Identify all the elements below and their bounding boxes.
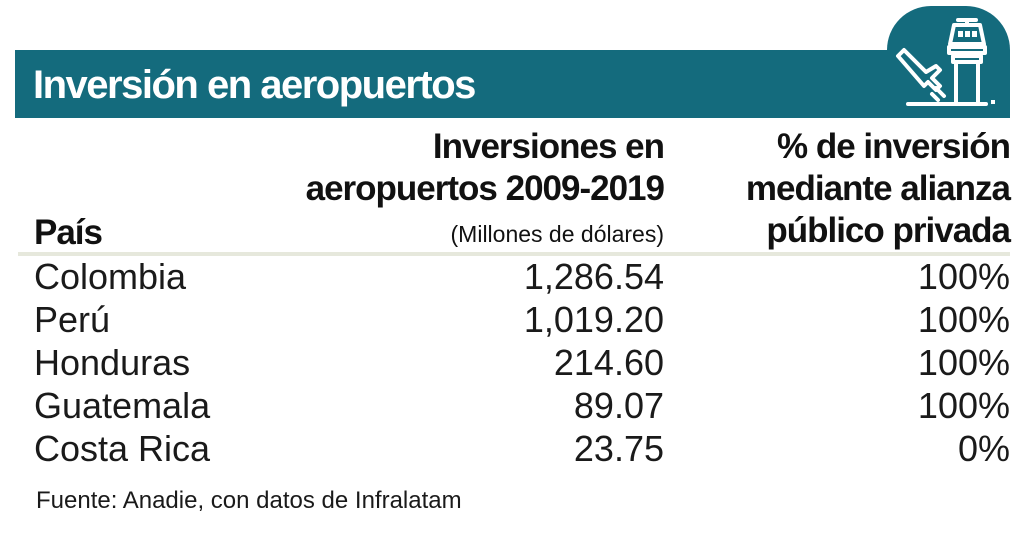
investment-units: (Millones de dólares)	[450, 221, 664, 247]
country-cell: Honduras	[34, 342, 191, 383]
header-divider	[18, 252, 1010, 256]
country-cell: Perú	[34, 299, 111, 340]
investment-cell: 214.60	[553, 342, 664, 383]
table-row: Guatemala 89.07 100%	[0, 384, 1024, 428]
investment-header-line2: aeropuertos 2009-2019	[305, 169, 665, 208]
source-note: Fuente: Anadie, con datos de Infralatam	[36, 487, 462, 514]
table-row: Costa Rica 23.75 0%	[0, 427, 1024, 471]
icon-tab	[887, 6, 1010, 118]
investment-cell: 23.75	[573, 428, 664, 469]
table-row: Colombia 1,286.54 100%	[0, 255, 1024, 299]
ppp-header-line2: mediante alianza	[745, 169, 1011, 208]
country-cell: Costa Rica	[34, 428, 211, 469]
ppp-cell: 100%	[917, 342, 1010, 383]
investment-column-header: Inversiones en aeropuertos 2009-2019	[305, 126, 665, 210]
country-cell: Colombia	[34, 256, 187, 297]
table-row: Honduras 214.60 100%	[0, 341, 1024, 385]
ppp-cell: 100%	[917, 299, 1010, 340]
ppp-cell: 100%	[917, 385, 1010, 426]
investment-cell: 89.07	[573, 385, 664, 426]
title-banner	[15, 50, 1010, 118]
ppp-header-line1: % de inversión	[776, 127, 1011, 166]
table-row: Perú 1,019.20 100%	[0, 298, 1024, 342]
ppp-cell: 100%	[917, 256, 1010, 297]
investment-cell: 1,286.54	[523, 256, 664, 297]
investment-header-line1: Inversiones en	[432, 127, 665, 166]
ppp-cell: 0%	[957, 428, 1010, 469]
country-cell: Guatemala	[34, 385, 211, 426]
ppp-header-line3: público privada	[766, 211, 1011, 250]
ppp-column-header: % de inversión mediante alianza público …	[745, 126, 1011, 252]
country-column-header: País	[34, 213, 103, 252]
investment-cell: 1,019.20	[523, 299, 664, 340]
airport-tower-plane-icon	[896, 18, 995, 106]
page-title: Inversión en aeropuertos	[33, 63, 476, 107]
